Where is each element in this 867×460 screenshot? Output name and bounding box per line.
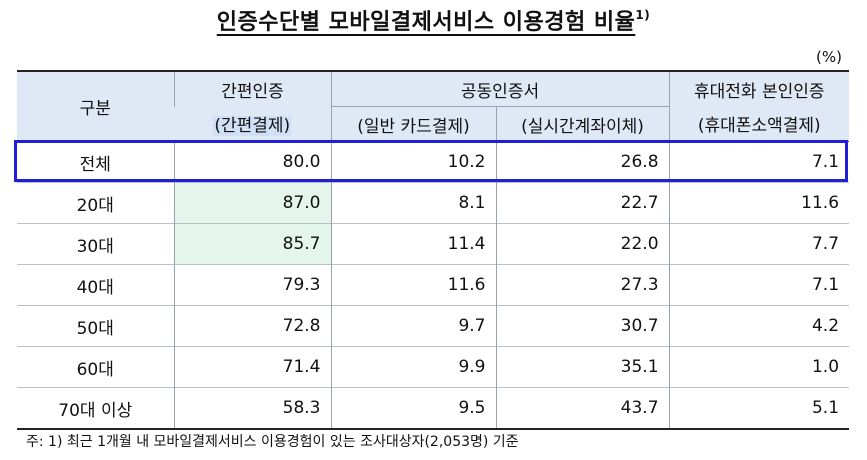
table-header: 구분 간편인증 공동인증서 휴대전화 본인인증 (간편결제) (일반 카드결제)…	[17, 70, 850, 142]
cell-phone: 1.0	[668, 346, 850, 388]
table-body: 전체 80.0 10.2 26.8 7.1 20대 87.0 8.1 22.7 …	[17, 141, 850, 430]
row-label: 40대	[17, 264, 174, 306]
data-table: 구분 간편인증 공동인증서 휴대전화 본인인증 (간편결제) (일반 카드결제)…	[17, 70, 850, 430]
cell-phone: 4.2	[668, 305, 850, 347]
header-phone-auth-sub: (휴대폰소액결제)	[668, 106, 850, 142]
cell-card: 9.9	[330, 346, 496, 388]
cell-simple: 58.3	[173, 387, 331, 430]
cell-simple: 87.0	[173, 182, 331, 224]
table-row: 60대 71.4 9.9 35.1 1.0	[17, 346, 850, 388]
header-category: 구분	[17, 70, 174, 142]
row-label: 전체	[17, 141, 174, 183]
row-label: 20대	[17, 182, 174, 224]
cell-card: 8.1	[330, 182, 496, 224]
header-joint-cert: 공동인증서	[330, 70, 670, 107]
title-footnote-mark: 1)	[635, 8, 651, 22]
cell-phone: 5.1	[668, 387, 850, 430]
header-card-payment: (일반 카드결제)	[330, 106, 496, 142]
cell-simple: 79.3	[173, 264, 331, 306]
cell-simple: 85.7	[173, 223, 331, 265]
unit-label: (%)	[816, 48, 842, 66]
row-label: 30대	[17, 223, 174, 265]
cell-card: 11.4	[330, 223, 496, 265]
cell-transfer: 22.7	[495, 182, 670, 224]
cell-transfer: 22.0	[495, 223, 670, 265]
cell-simple: 72.8	[173, 305, 331, 347]
cell-card: 11.6	[330, 264, 496, 306]
cell-phone: 7.1	[668, 141, 850, 183]
cell-card: 10.2	[330, 141, 496, 183]
table-row: 30대 85.7 11.4 22.0 7.7	[17, 223, 850, 265]
cell-phone: 11.6	[668, 182, 850, 224]
cell-phone: 7.7	[668, 223, 850, 265]
cell-card: 9.5	[330, 387, 496, 430]
header-phone-auth: 휴대전화 본인인증	[668, 70, 850, 107]
cell-phone: 7.1	[668, 264, 850, 306]
table-row: 50대 72.8 9.7 30.7 4.2	[17, 305, 850, 347]
table-row: 20대 87.0 8.1 22.7 11.6	[17, 182, 850, 224]
cell-card: 9.7	[330, 305, 496, 347]
row-label: 70대 이상	[17, 387, 174, 430]
cell-transfer: 35.1	[495, 346, 670, 388]
cell-simple: 80.0	[173, 141, 331, 183]
header-simple-auth: 간편인증	[173, 70, 331, 107]
footnote: 주: 1) 최근 1개월 내 모바일결제서비스 이용경험이 있는 조사대상자(2…	[26, 434, 519, 450]
cell-simple: 71.4	[173, 346, 331, 388]
title-text: 인증수단별 모바일결제서비스 이용경험 비율	[216, 10, 636, 35]
row-label: 60대	[17, 346, 174, 388]
page-title: 인증수단별 모바일결제서비스 이용경험 비율1)	[0, 4, 867, 36]
header-simple-auth-sub-text: (간편결제)	[213, 116, 292, 137]
cell-transfer: 27.3	[495, 264, 670, 306]
row-label: 50대	[17, 305, 174, 347]
cell-transfer: 43.7	[495, 387, 670, 430]
table-row: 40대 79.3 11.6 27.3 7.1	[17, 264, 850, 306]
header-simple-auth-sub: (간편결제)	[174, 106, 331, 142]
cell-transfer: 30.7	[495, 305, 670, 347]
table-row: 전체 80.0 10.2 26.8 7.1	[17, 141, 850, 183]
table-row: 70대 이상 58.3 9.5 43.7 5.1	[17, 387, 850, 430]
cell-transfer: 26.8	[495, 141, 670, 183]
header-account-transfer: (실시간계좌이체)	[495, 106, 670, 142]
